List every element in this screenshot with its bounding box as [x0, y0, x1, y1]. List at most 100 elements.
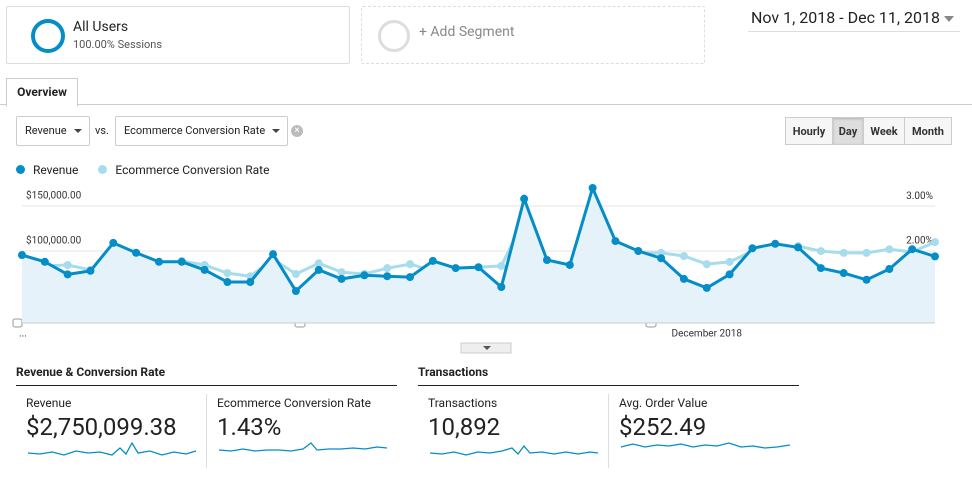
y-tick-label: $150,000.00 — [26, 189, 82, 202]
data-point — [474, 263, 483, 272]
data-point — [885, 245, 894, 254]
sparklines — [27, 441, 791, 456]
remove-metric[interactable]: × — [291, 125, 303, 137]
data-point — [931, 252, 939, 261]
data-point — [132, 248, 141, 257]
data-point — [451, 264, 460, 273]
summary-title: Transactions — [418, 365, 799, 386]
data-point — [223, 269, 232, 278]
metric-value: $252.49 — [619, 413, 707, 441]
data-point — [931, 238, 939, 247]
data-point — [816, 247, 825, 256]
metric-label: Ecommerce Conversion Rate — [217, 396, 372, 410]
data-point — [542, 255, 551, 264]
x-tick-label: December 2018 — [672, 329, 743, 340]
metric-value: $2,750,099.38 — [26, 413, 177, 441]
data-point — [40, 257, 49, 266]
data-point — [337, 274, 346, 283]
data-point — [291, 270, 300, 279]
data-point — [794, 243, 803, 252]
data-point — [154, 257, 163, 266]
data-point — [657, 254, 666, 263]
segment-name: All Users — [73, 19, 129, 35]
legend-label: Revenue — [33, 163, 79, 177]
data-point — [177, 257, 186, 266]
data-point — [406, 273, 415, 282]
data-point — [63, 270, 72, 279]
legend: Revenue Ecommerce Conversion Rate — [16, 163, 289, 179]
metric-select[interactable]: Ecommerce Conversion Rate — [115, 116, 288, 146]
metric-value: 1.43% — [217, 413, 282, 441]
data-point — [816, 264, 825, 273]
granularity-button[interactable]: Day — [832, 117, 864, 145]
metric-card[interactable]: Ecommerce Conversion Rate 1.43% — [206, 394, 398, 468]
segment-ring — [378, 20, 410, 52]
data-point — [246, 278, 255, 287]
granularity-button[interactable]: Week — [863, 117, 905, 145]
data-point — [771, 239, 780, 248]
date-range-text: Nov 1, 2018 - Dec 11, 2018 — [751, 8, 940, 27]
x-tick-label: ... — [19, 329, 27, 340]
data-point — [200, 265, 209, 274]
data-point — [862, 275, 871, 284]
granularity: Hourly Day Week Month — [785, 117, 955, 145]
data-point — [109, 238, 118, 247]
data-point — [885, 264, 894, 273]
data-point — [383, 264, 392, 273]
collapse-icon — [483, 346, 491, 350]
tab-bar — [0, 104, 972, 105]
add-segment[interactable]: + Add Segment — [361, 6, 705, 64]
data-point — [588, 183, 597, 192]
y-tick-label: $100,000.00 — [26, 234, 82, 247]
data-point — [702, 283, 711, 292]
data-point — [839, 248, 848, 257]
data-point — [839, 269, 848, 278]
chart: $50,000.00$100,000.00$150,000.001.00%2.0… — [18, 183, 939, 340]
segment-detail: 100.00% Sessions — [73, 38, 163, 51]
granularity-button[interactable]: Hourly — [785, 117, 833, 145]
legend-swatch — [16, 165, 25, 174]
metric-label: Revenue — [26, 396, 72, 410]
y2-tick-label: 3.00% — [906, 191, 933, 202]
metric-value: 10,892 — [428, 413, 501, 441]
data-point — [18, 251, 26, 260]
metric-select-text: Ecommerce Conversion Rate — [124, 124, 266, 137]
metric-label: Transactions — [428, 396, 498, 410]
legend-swatch — [98, 165, 108, 174]
data-point — [497, 282, 506, 291]
segment-card[interactable]: All Users 100.00% Sessions — [6, 6, 350, 64]
vs-label: vs. — [95, 124, 109, 137]
date-caret — [944, 16, 954, 22]
data-point — [862, 248, 871, 257]
data-point — [634, 246, 643, 255]
data-point — [291, 287, 300, 296]
data-point — [725, 270, 734, 279]
metric-card[interactable]: Transactions 10,892 — [418, 394, 607, 468]
data-point — [223, 278, 232, 287]
granularity-button[interactable]: Month — [904, 117, 952, 145]
date-range[interactable]: Nov 1, 2018 - Dec 11, 2018 — [748, 5, 960, 32]
metric-card[interactable]: Avg. Order Value $252.49 — [608, 394, 800, 468]
data-point — [383, 272, 392, 281]
data-point — [337, 268, 346, 277]
metric-card[interactable]: Revenue $2,750,099.38 — [16, 394, 205, 468]
add-segment-label: + Add Segment — [419, 24, 515, 40]
data-point — [702, 260, 711, 269]
data-point — [314, 265, 323, 274]
y2-tick-label: 2.00% — [906, 236, 933, 247]
data-point — [679, 274, 688, 283]
tab[interactable]: Overview — [6, 78, 78, 107]
data-point — [406, 260, 415, 269]
legend-label: Ecommerce Conversion Rate — [115, 163, 270, 177]
metric-select[interactable]: Revenue — [16, 116, 90, 146]
data-point — [520, 194, 529, 203]
data-point — [428, 256, 437, 265]
data-point — [497, 261, 506, 270]
metric-label: Avg. Order Value — [619, 396, 708, 410]
data-point — [314, 259, 323, 268]
data-point — [748, 244, 757, 253]
data-point — [908, 245, 917, 254]
data-point — [565, 260, 574, 269]
